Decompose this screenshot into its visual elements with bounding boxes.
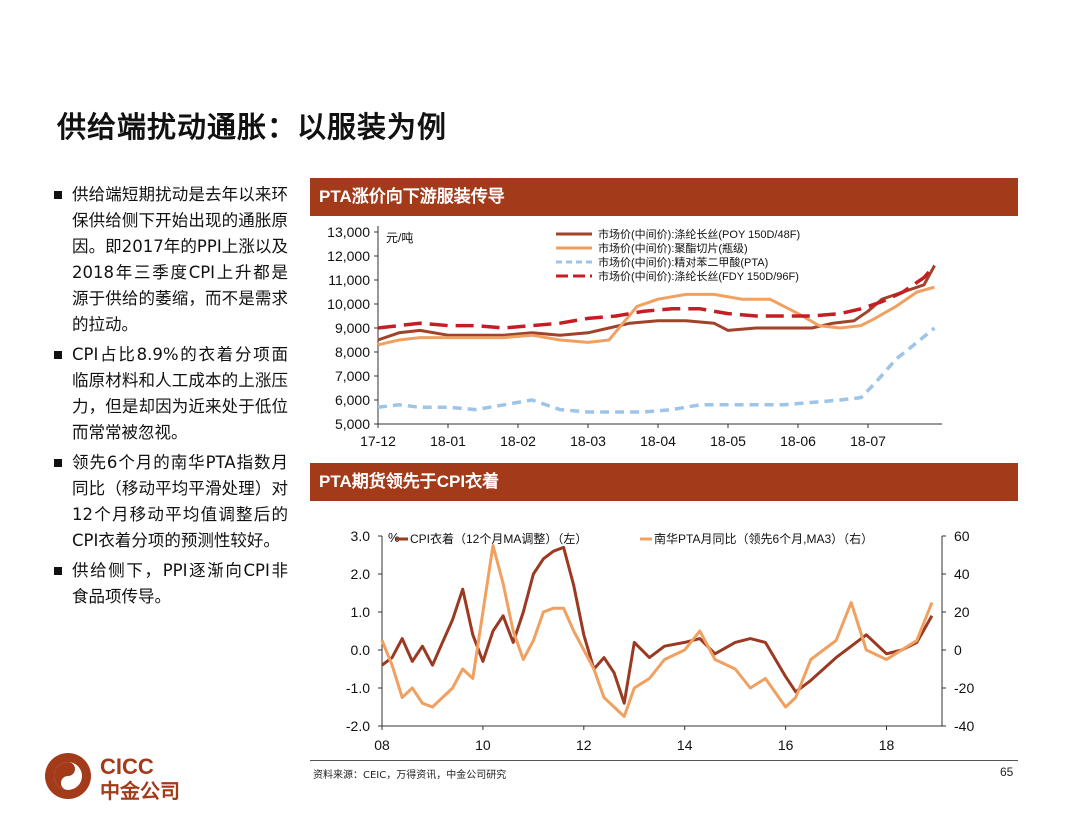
cicc-logo: CICC 中金公司 (45, 753, 180, 803)
x-tick-label: 18-04 (640, 433, 676, 449)
x-tick-label: 16 (778, 737, 794, 753)
left-tick-label: 1.0 (351, 604, 371, 620)
right-tick-label: 0 (954, 642, 962, 658)
series-line-3 (377, 264, 936, 330)
legend-label: CPI衣着（12个月MA调整）（左） (410, 531, 587, 546)
left-unit-label: % (388, 530, 400, 545)
x-tick-label: 18-06 (780, 433, 816, 449)
x-tick-label: 18-03 (570, 433, 606, 449)
legend-label: 市场价(中间价):聚酯切片(瓶级) (598, 241, 748, 255)
bullet-text: CPI占比8.9%的衣着分项面临原材料和人工成本的上涨压力，但是却因为近来处于低… (72, 345, 288, 442)
bullet-item: 领先6个月的南华PTA指数月同比（移动平均平滑处理）对12个月移动平均值调整后的… (52, 450, 288, 554)
x-tick-label: 12 (576, 737, 592, 753)
series-line-0 (381, 545, 934, 705)
y-unit-label: 元/吨 (386, 231, 413, 245)
series-line-1 (377, 285, 935, 347)
bullet-item: 供给端短期扰动是去年以来环保供给侧下开始出现的通胀原因。即2017年的PPI上涨… (52, 182, 288, 338)
x-tick-label: 10 (475, 737, 491, 753)
bullet-square-icon (54, 351, 62, 359)
bullet-text: 领先6个月的南华PTA指数月同比（移动平均平滑处理）对12个月移动平均值调整后的… (72, 453, 288, 550)
y-tick-label: 5,000 (335, 416, 370, 432)
chart1-pta-price: 13,000 12,000 11,000 10,000 9,000 8,000 7,000 6… (327, 224, 942, 449)
x-tick-label: 18 (879, 737, 895, 753)
x-tick-label: 17-12 (360, 433, 396, 449)
y-tick-label: 10,000 (327, 296, 370, 312)
bullet-square-icon (54, 191, 62, 199)
right-tick-label: 40 (954, 566, 970, 582)
logo-text-cn: 中金公司 (100, 779, 180, 803)
bullet-text: 供给端短期扰动是去年以来环保供给侧下开始出现的通胀原因。即2017年的PPI上涨… (72, 185, 288, 334)
page-number: 65 (1000, 765, 1014, 779)
right-tick-label: -40 (954, 718, 974, 734)
chart2-title-bar: PTA期货领先于CPI衣着 (310, 463, 1018, 501)
right-tick-label: -20 (954, 680, 974, 696)
x-tick-label: 18-07 (850, 433, 886, 449)
bullet-square-icon (54, 567, 62, 575)
series-line-1 (380, 544, 934, 718)
y-tick-label: 13,000 (327, 224, 370, 240)
left-tick-label: 3.0 (351, 528, 371, 544)
logo-text-en: CICC (100, 754, 154, 779)
left-tick-label: -1.0 (346, 680, 370, 696)
right-tick-label: 60 (954, 528, 970, 544)
bullet-square-icon (54, 459, 62, 467)
legend-label: 南华PTA月同比（领先6个月,MA3）（右） (654, 531, 873, 546)
y-tick-label: 9,000 (335, 320, 370, 336)
footer-rule (310, 760, 1018, 761)
bullet-item: CPI占比8.9%的衣着分项面临原材料和人工成本的上涨压力，但是却因为近来处于低… (52, 342, 288, 446)
x-tick-label: 18-05 (710, 433, 746, 449)
series-line-0 (377, 264, 936, 342)
legend-label: 市场价(中间价):涤纶长丝(POY 150D/48F) (598, 227, 800, 241)
legend-label: 市场价(中间价):精对苯二甲酸(PTA) (598, 255, 768, 269)
page-title: 供给端扰动通胀：以服装为例 (57, 110, 448, 144)
x-tick-label: 18-02 (500, 433, 536, 449)
y-tick-label: 8,000 (335, 344, 370, 360)
y-tick-label: 12,000 (327, 248, 370, 264)
bullet-text: 供给侧下，PPI逐渐向CPI非食品项传导。 (72, 561, 288, 606)
x-tick-label: 08 (374, 737, 390, 753)
chart1-title-bar: PTA涨价向下游服装传导 (310, 178, 1018, 216)
y-tick-label: 6,000 (335, 392, 370, 408)
right-tick-label: 20 (954, 604, 970, 620)
cicc-logo-mark-icon (45, 753, 91, 799)
x-tick-label: 14 (677, 737, 693, 753)
bullet-list: 供给端短期扰动是去年以来环保供给侧下开始出现的通胀原因。即2017年的PPI上涨… (52, 182, 288, 614)
y-tick-label: 11,000 (328, 272, 370, 288)
chart2-cpi-clothing: 3.0 2.0 1.0 0.0 -1.0 -2.0 60 40 20 0 -20 -40 08 10 12 1… (346, 528, 975, 753)
x-tick-label: 18-01 (430, 433, 466, 449)
y-tick-label: 7,000 (335, 368, 370, 384)
legend-label: 市场价(中间价):涤纶长丝(FDY 150D/96F) (598, 269, 799, 283)
bullet-item: 供给侧下，PPI逐渐向CPI非食品项传导。 (52, 558, 288, 610)
left-tick-label: 2.0 (351, 566, 371, 582)
left-tick-label: -2.0 (346, 718, 370, 734)
left-tick-label: 0.0 (351, 642, 371, 658)
series-line-2 (377, 326, 936, 414)
source-note: 资料来源：CEIC，万得资讯，中金公司研究 (313, 770, 507, 781)
